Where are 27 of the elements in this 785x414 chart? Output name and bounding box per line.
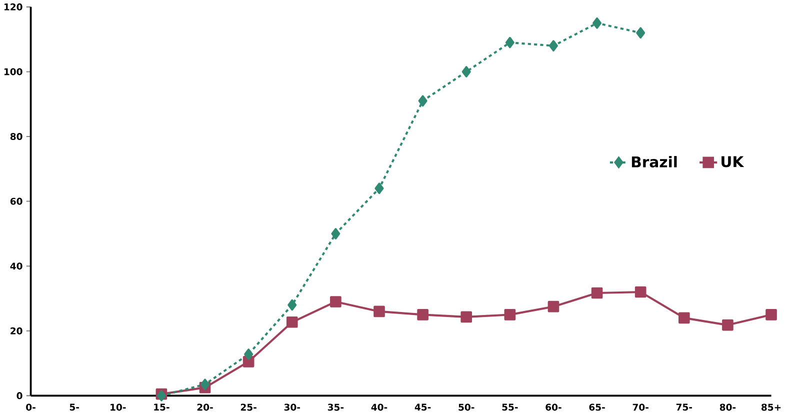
- y-tick-label: 80: [10, 132, 22, 140]
- y-tick-label: 40: [10, 262, 22, 270]
- x-tick-label: 15-: [154, 404, 170, 411]
- x-tick-label: 85+: [762, 404, 781, 411]
- x-tick-label: 5-: [70, 404, 79, 411]
- x-tick-label: 65-: [589, 404, 605, 411]
- x-tick-label: 45-: [414, 404, 431, 411]
- x-tick-label: 40-: [371, 404, 388, 411]
- y-tick-label: 20: [10, 327, 22, 334]
- x-tick-label: 0-: [26, 404, 36, 411]
- x-tick-label: 60-: [546, 404, 562, 411]
- y-tick-label: 100: [4, 68, 22, 76]
- legend-label: UK: [722, 156, 744, 168]
- x-tick-label: 50-: [458, 404, 474, 411]
- x-tick-label: 70-: [632, 404, 648, 411]
- y-tick-label: 120: [4, 3, 22, 10]
- x-tick-label: 30-: [284, 404, 300, 411]
- x-tick-label: 20-: [197, 404, 213, 411]
- x-tick-label: 75-: [676, 404, 692, 411]
- x-tick-label: 25-: [240, 404, 256, 411]
- y-tick-label: 60: [10, 198, 22, 205]
- y-tick-label: 0: [16, 392, 22, 400]
- x-tick-label: 55-: [502, 404, 518, 411]
- x-tick-label: 10-: [110, 404, 126, 411]
- x-tick-label: 35-: [328, 404, 344, 411]
- x-tick-label: 80-: [720, 404, 736, 411]
- legend-label: Brazil: [632, 156, 677, 168]
